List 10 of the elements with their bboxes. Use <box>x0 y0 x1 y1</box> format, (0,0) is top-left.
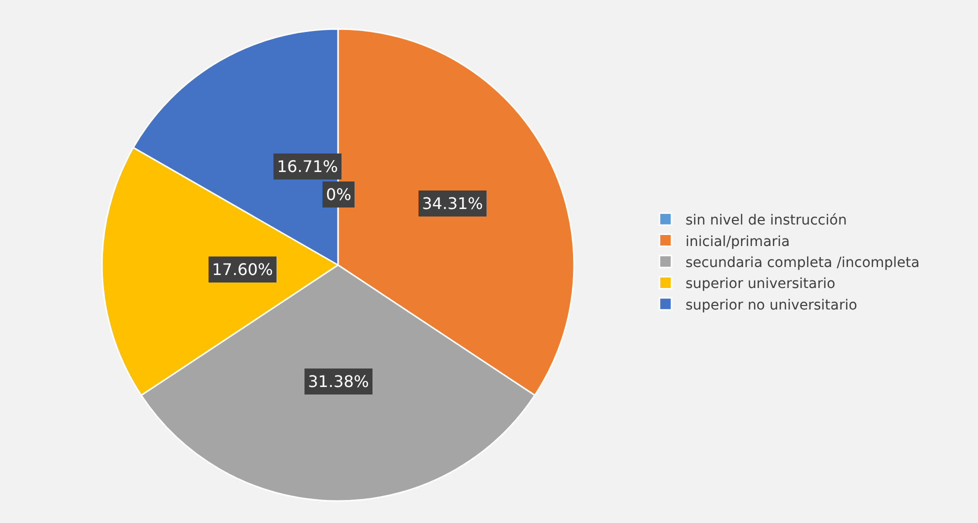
legend-label: sin nivel de instrucción <box>685 212 847 229</box>
legend-label: superior universitario <box>685 276 836 292</box>
legend-label: inicial/primaria <box>685 234 790 250</box>
data-label: 16.71% <box>277 157 338 176</box>
legend-label: superior no universitario <box>685 297 858 314</box>
data-label: 34.31% <box>422 194 484 213</box>
data-label: 17.60% <box>212 260 274 279</box>
legend-label: secundaria completa /incompleta <box>685 254 920 271</box>
data-label: 31.38% <box>308 372 370 391</box>
text: 0% <box>326 185 352 204</box>
